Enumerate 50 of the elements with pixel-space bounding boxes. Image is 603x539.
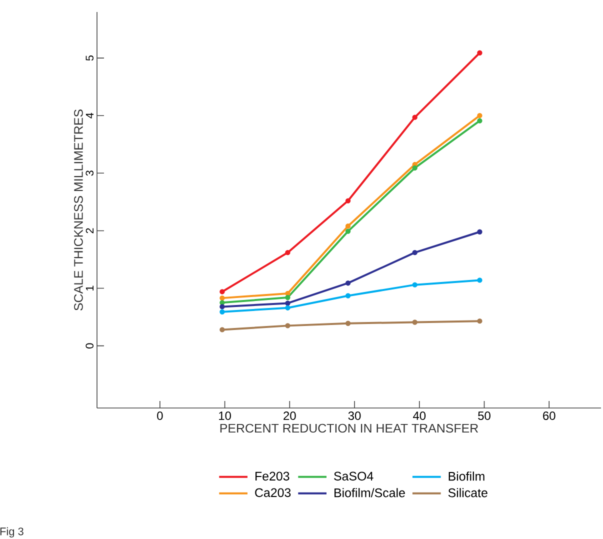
point (412, 165, 418, 171)
legend-label: Silicate (448, 488, 488, 498)
caption: Fig 3 (0, 527, 24, 538)
point (345, 224, 351, 229)
y-axis-title: SCALE THICKNESS MILLIMETRES (74, 110, 83, 310)
x-tick-label: 30 (348, 412, 361, 420)
point (412, 250, 418, 256)
x-tick-label: 0 (157, 412, 163, 420)
point (345, 320, 351, 326)
point (412, 320, 418, 325)
point (477, 318, 482, 324)
point (285, 294, 290, 300)
point (285, 305, 290, 310)
y-tick-label: 1 (86, 286, 94, 290)
x-tick-label: 20 (284, 412, 296, 420)
point (412, 114, 418, 120)
y-tick-label: 4 (86, 112, 94, 118)
point (220, 327, 225, 332)
y-tick-label: 2 (86, 228, 94, 234)
point (220, 304, 225, 310)
point (285, 300, 290, 306)
point (220, 289, 225, 294)
point (477, 229, 482, 234)
x-tick-label: 10 (219, 412, 231, 420)
point (285, 323, 290, 328)
legend-label: Fe203 (255, 472, 290, 481)
point (345, 280, 351, 286)
legend-label: SaSO4 (334, 472, 374, 481)
point (345, 198, 351, 204)
x-tick-label: 50 (478, 412, 490, 420)
x-tick-label: 60 (543, 412, 556, 420)
point (220, 300, 225, 306)
point (220, 295, 225, 301)
point (345, 228, 351, 234)
y-tick-label: 0 (86, 343, 94, 348)
point (477, 118, 482, 124)
x-axis-title: PERCENT REDUCTION IN HEAT TRANSFER (220, 424, 478, 433)
point (412, 282, 418, 288)
point (345, 293, 351, 298)
point (285, 250, 290, 256)
point (220, 309, 225, 314)
point (477, 50, 482, 56)
legend-label: Biofilm/Scale (334, 488, 405, 498)
legend-label: Ca203 (255, 488, 291, 498)
point (477, 278, 482, 283)
legend-label: Biofilm (448, 472, 484, 481)
point (477, 113, 482, 118)
y-tick-label: 5 (86, 55, 94, 61)
x-tick-label: 40 (413, 412, 426, 420)
y-tick-label: 3 (86, 170, 94, 176)
